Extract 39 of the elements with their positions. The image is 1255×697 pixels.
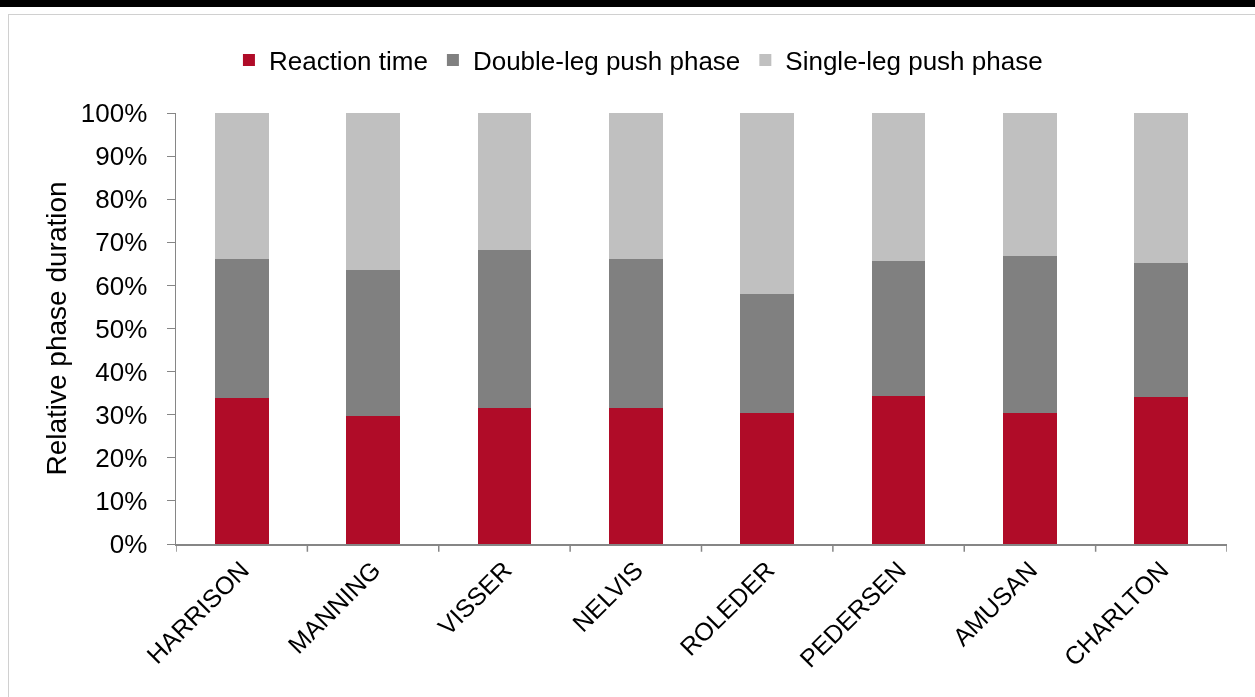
- bar: [346, 415, 400, 544]
- bar: [1134, 262, 1189, 398]
- y-tick-label: 90%: [95, 141, 148, 172]
- bar: [608, 113, 663, 259]
- y-axis-title: Relative phase duration: [40, 181, 72, 476]
- bar: [1003, 255, 1057, 413]
- bar: [214, 113, 269, 259]
- y-tick-label: 60%: [95, 270, 148, 301]
- y-tick-label: 50%: [95, 313, 148, 344]
- bar: [608, 407, 663, 544]
- legend-label: Double-leg push phase: [472, 46, 741, 77]
- y-tick-label: 20%: [95, 442, 148, 473]
- bar: [608, 258, 663, 408]
- legend-label: Single-leg push phase: [785, 46, 1043, 77]
- bar: [871, 396, 926, 544]
- bar: [346, 269, 400, 416]
- bar: [477, 113, 532, 251]
- bar: [1134, 397, 1189, 544]
- bar: [1003, 412, 1057, 544]
- y-tick-label: 80%: [95, 184, 148, 215]
- y-tick-label: 100%: [80, 98, 148, 129]
- bar: [1134, 113, 1189, 263]
- bar: [214, 397, 269, 544]
- bar: [346, 113, 400, 270]
- legend-label: Reaction time: [268, 46, 428, 77]
- bar: [740, 294, 795, 413]
- bar: [871, 260, 926, 397]
- y-tick-label: 0%: [109, 529, 148, 560]
- y-tick-label: 70%: [95, 227, 148, 258]
- bar: [477, 250, 532, 408]
- bar: [477, 407, 532, 544]
- bar: [214, 258, 269, 398]
- y-tick-label: 40%: [95, 356, 148, 387]
- bar: [1003, 113, 1057, 256]
- bar: [871, 113, 926, 261]
- bar: [740, 412, 795, 544]
- y-tick-label: 30%: [95, 399, 148, 430]
- y-tick-label: 10%: [95, 486, 148, 516]
- bar: [740, 113, 795, 295]
